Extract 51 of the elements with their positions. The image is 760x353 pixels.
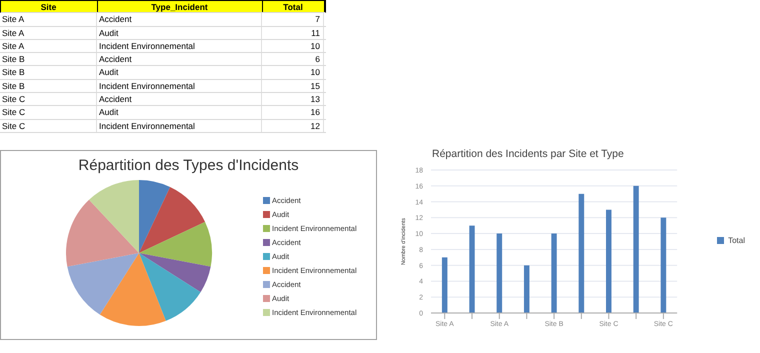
bar [660, 218, 666, 313]
text: Audit [97, 26, 262, 39]
text: 11 [262, 26, 324, 39]
text: 15 [262, 80, 324, 92]
pie-slice [100, 253, 166, 326]
bar [469, 226, 475, 313]
text: Type_Incident [98, 1, 263, 12]
legend-label: Total [728, 236, 745, 244]
pie-slice [67, 253, 139, 315]
text: Site B [0, 66, 97, 79]
pie-slice [139, 253, 211, 292]
pie-slice [89, 180, 139, 253]
text: Audit [97, 106, 262, 119]
text: Incident Environnemental [97, 80, 262, 92]
bar [496, 234, 502, 313]
text: Incident Environnemental [97, 40, 262, 52]
pie-slice [66, 200, 139, 267]
text: 7 [262, 13, 324, 26]
text: Audit [97, 66, 262, 79]
text: Accident [97, 53, 262, 66]
text: Site A [0, 40, 97, 52]
text: 16 [262, 106, 324, 119]
text: 6 [262, 53, 324, 66]
text: 12 [262, 120, 324, 132]
text: Site C [0, 106, 97, 119]
bar [633, 186, 639, 313]
text: Site A [0, 26, 97, 39]
text: Site [1, 1, 98, 12]
text: Site B [0, 80, 97, 92]
pie-slice [139, 180, 170, 253]
text: 10 [262, 66, 324, 79]
chart-title: Répartition des Types d'Incidents [77, 157, 300, 174]
bar [524, 265, 530, 313]
pie-slice [139, 186, 206, 253]
pie-slice [139, 222, 212, 267]
bar [578, 194, 584, 313]
bar [442, 257, 448, 313]
text: Accident [97, 93, 262, 106]
text: Total [263, 1, 325, 12]
text: Site C [0, 120, 97, 132]
text: Accident [97, 13, 262, 26]
bar [551, 234, 557, 313]
text: 10 [262, 40, 324, 52]
bar [606, 210, 612, 313]
chart-title: Répartition des Incidents par Site et Type [432, 148, 624, 160]
text: Incident Environnemental [97, 120, 262, 132]
pie-slice [139, 253, 201, 321]
text: Site B [0, 53, 97, 66]
text: 13 [262, 93, 324, 106]
text: Site C [0, 93, 97, 106]
text: Site A [0, 13, 97, 26]
